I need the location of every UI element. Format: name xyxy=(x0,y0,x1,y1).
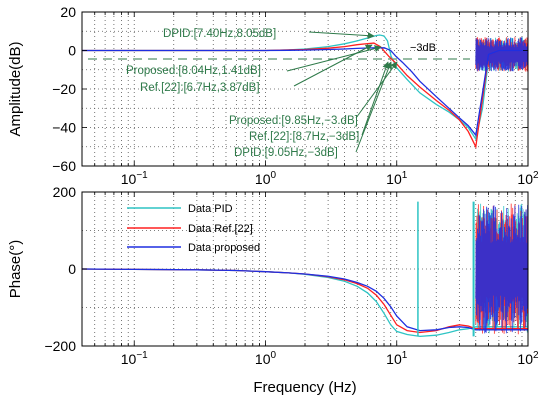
amplitude-xtick-exponent: 2 xyxy=(533,170,539,181)
x-axis-label: Frequency (Hz) xyxy=(253,379,356,396)
minus3db-label: −3dB xyxy=(410,42,436,54)
amplitude-noise-proposed xyxy=(475,37,528,72)
phase-xtick-exponent: −1 xyxy=(136,350,148,361)
amplitude-ytick-label: −20 xyxy=(52,81,76,97)
amplitude-xtick-exponent: 1 xyxy=(402,170,408,181)
phase-series-proposed xyxy=(82,268,528,332)
annotation-dpid-peak: DPID:[7.40Hz,8.05dB] xyxy=(163,28,276,40)
amplitude-xtick-label: 100 xyxy=(255,170,277,187)
phase-xtick-label: 100 xyxy=(255,350,277,367)
amplitude-series-proposed xyxy=(82,47,528,137)
amplitude-ytick-label: 20 xyxy=(60,4,76,20)
amplitude-xtick-label: 102 xyxy=(517,170,539,187)
amplitude-xtick-label: 10−1 xyxy=(121,170,148,187)
phase-ytick-label: −200 xyxy=(44,338,76,354)
amplitude-ytick-label: −40 xyxy=(52,120,76,136)
phase-ytick-label: 0 xyxy=(68,261,76,277)
annotation-proposed-peak: Proposed:[8.04Hz,1.41dB] xyxy=(126,65,261,77)
amplitude-xtick-exponent: 0 xyxy=(270,170,276,181)
phase-xtick-exponent: 1 xyxy=(402,350,408,361)
phase-xtick-label: 10−1 xyxy=(121,350,148,367)
arrow-ref22-3db xyxy=(361,61,390,136)
phase-xtick-label: 102 xyxy=(517,350,539,367)
phase-series xyxy=(82,201,528,338)
phase-xtick-exponent: 2 xyxy=(533,350,539,361)
annotation-ref22-peak: Ref.[22]:[6.7Hz,3.87dB] xyxy=(140,82,260,94)
legend-label-ref22: Data Ref.[22] xyxy=(188,223,253,235)
phase-ytick-label: 200 xyxy=(53,184,77,200)
amplitude-grid xyxy=(81,11,528,167)
amplitude-ylabel: Amplitude(dB) xyxy=(7,41,24,136)
phase-xtick-exponent: 0 xyxy=(270,350,276,361)
phase-xtick-label: 101 xyxy=(386,350,408,367)
arrow-dpid-peak xyxy=(308,31,375,40)
amplitude-xtick-label: 101 xyxy=(386,170,408,187)
legend: Data PID Data Ref.[22] Data proposed xyxy=(127,203,260,254)
amplitude-ytick-label: −60 xyxy=(52,158,76,174)
annotation-proposed-3db: Proposed:[9.85Hz,−3.dB] xyxy=(229,115,358,127)
legend-label-pid: Data PID xyxy=(188,203,233,215)
arrow-dpid-3db xyxy=(355,61,392,153)
amplitude-series xyxy=(82,34,528,149)
annotation-dpid-3db: DPID:[9.05Hz,−3dB] xyxy=(234,147,338,159)
phase-ylabel: Phase(°) xyxy=(7,240,24,299)
annotations: DPID:[7.40Hz,8.05dB] Proposed:[8.04Hz,1.… xyxy=(126,28,398,159)
phase-noise-proposed xyxy=(475,204,528,334)
arrow-proposed-3db xyxy=(355,61,398,119)
amplitude-ytick-label: 0 xyxy=(68,43,76,59)
amplitude-xtick-exponent: −1 xyxy=(136,170,148,181)
arrow-ref22-peak xyxy=(293,44,373,87)
annotation-ref22-3db: Ref.[22]:[8.7Hz,−3dB] xyxy=(249,131,359,143)
legend-label-proposed: Data proposed xyxy=(188,242,260,254)
